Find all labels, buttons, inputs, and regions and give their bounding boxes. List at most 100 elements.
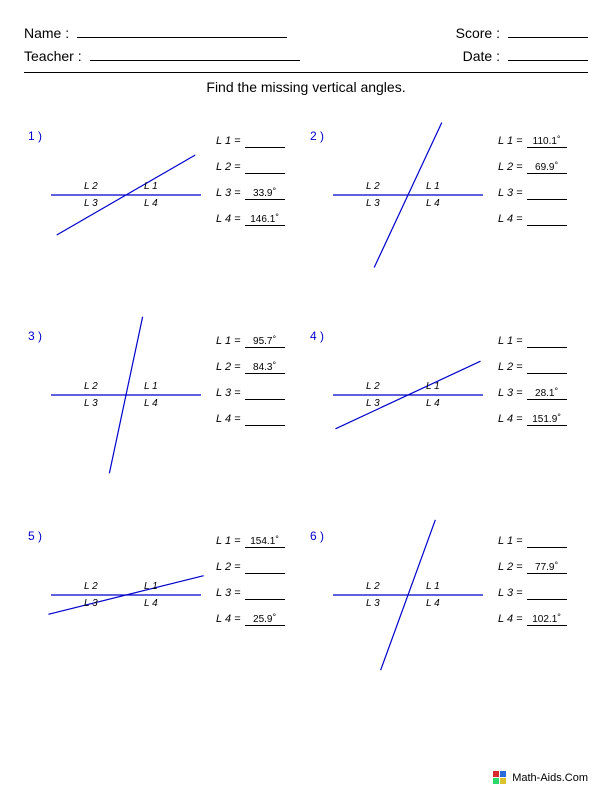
answer-row: L 2 = (216, 161, 285, 179)
answer-value[interactable]: 102.1 (527, 614, 567, 626)
answer-label: L 4 = (216, 213, 241, 225)
angle-label-l2: L 2 (366, 181, 380, 192)
angle-label-l3: L 3 (84, 198, 98, 209)
score-blank[interactable] (508, 24, 588, 38)
answer-value[interactable]: 33.9 (245, 188, 285, 200)
answer-value[interactable] (527, 588, 567, 600)
answer-label: L 4 = (216, 413, 241, 425)
answer-row: L 2 =69.9 (498, 161, 567, 179)
answer-label: L 3 = (216, 587, 241, 599)
answer-label: L 4 = (498, 413, 523, 425)
answer-row: L 3 = (216, 587, 285, 605)
date-blank[interactable] (508, 47, 588, 61)
angle-label-l3: L 3 (366, 598, 380, 609)
angle-label-l1: L 1 (144, 381, 158, 392)
answer-label: L 3 = (216, 387, 241, 399)
answer-value[interactable]: 25.9 (245, 614, 285, 626)
answer-value[interactable]: 146.1 (245, 214, 285, 226)
answer-label: L 4 = (216, 613, 241, 625)
problem-number: 6 ) (310, 529, 324, 543)
answer-value[interactable]: 69.9 (527, 162, 567, 174)
answer-label: L 3 = (498, 387, 523, 399)
teacher-blank[interactable] (90, 47, 300, 61)
angle-label-l3: L 3 (366, 398, 380, 409)
answer-value[interactable]: 28.1 (527, 388, 567, 400)
header-divider (24, 72, 588, 73)
answer-value[interactable] (245, 162, 285, 174)
answer-value[interactable]: 154.1 (245, 536, 285, 548)
answer-label: L 2 = (216, 361, 241, 373)
answers-block: L 1 = 110.1 L 2 =69.9 L 3 = L 4 = (498, 135, 567, 239)
answer-value[interactable] (245, 588, 285, 600)
answer-value[interactable] (245, 388, 285, 400)
answer-row: L 4 = (216, 413, 285, 431)
answer-value[interactable] (527, 362, 567, 374)
angle-label-l1: L 1 (426, 581, 440, 592)
answer-label: L 2 = (498, 361, 523, 373)
angle-label-l4: L 4 (426, 598, 440, 609)
answer-label: L 1 = (216, 535, 241, 547)
problems-grid: 1 )L 2L 1L 3L 4L 1 = L 2 = L 3 =33.9L 4 … (24, 105, 588, 705)
answer-value[interactable] (527, 536, 567, 548)
answer-label: L 1 = (498, 335, 523, 347)
answer-value[interactable]: 151.9 (527, 414, 567, 426)
answer-row: L 3 = 33.9 (216, 187, 285, 205)
angle-label-l4: L 4 (426, 198, 440, 209)
answer-row: L 4 = 25.9 (216, 613, 285, 631)
angle-label-l4: L 4 (144, 398, 158, 409)
answer-label: L 3 = (498, 587, 523, 599)
answer-label: L 1 = (216, 135, 241, 147)
answers-block: L 1 = L 2 = L 3 = 33.9 L 4 = 146.1 (216, 135, 285, 239)
problem: 3 )L 2L 1L 3L 4L 1 =95.7L 2 =84.3L 3 = L… (24, 305, 306, 505)
answer-value[interactable] (245, 562, 285, 574)
angle-label-l1: L 1 (144, 181, 158, 192)
angle-label-l2: L 2 (366, 581, 380, 592)
answers-block: L 1 = L 2 = L 3 = 28.1 L 4 = 151.9 (498, 335, 567, 439)
answer-value[interactable]: 110.1 (527, 136, 567, 148)
teacher-label: Teacher : (24, 48, 82, 64)
answer-value[interactable] (527, 188, 567, 200)
problem: 6 ) L 2 L 1 L 3 L 4 L 1 = L 2 = 77.9 L 3 = L 4 … (306, 505, 588, 705)
answer-row: L 3 = (498, 187, 567, 205)
answer-label: L 2 = (216, 561, 241, 573)
problem-number: 1 ) (28, 129, 42, 143)
date-label: Date : (463, 48, 500, 64)
answer-row: L 4 = 102.1 (498, 613, 567, 631)
angle-diagram: L 2L 1L 3L 4 (46, 115, 206, 275)
problem: 1 )L 2L 1L 3L 4L 1 = L 2 = L 3 =33.9L 4 … (24, 105, 306, 305)
answer-value[interactable] (527, 214, 567, 226)
answer-row: L 2 = 84.3 (216, 361, 285, 379)
angle-label-l2: L 2 (84, 581, 98, 592)
problem: 4 )L 2L 1L 3L 4L 1 = L 2 = L 3 =28.1L 4 … (306, 305, 588, 505)
score-label: Score : (456, 25, 500, 41)
footer-logo-icon (493, 771, 506, 784)
footer-text: Math-Aids.Com (512, 772, 588, 784)
name-blank[interactable] (77, 24, 287, 38)
angle-diagram: L 2L 1L 3L 4 (46, 315, 206, 475)
problem-number: 4 ) (310, 329, 324, 343)
footer: Math-Aids.Com (493, 771, 588, 784)
answer-row: L 1 =95.7 (216, 335, 285, 353)
answer-value[interactable] (245, 136, 285, 148)
answer-label: L 3 = (216, 187, 241, 199)
answer-value[interactable]: 77.9 (527, 562, 567, 574)
answer-label: L 4 = (498, 213, 523, 225)
answer-value[interactable]: 95.7 (245, 336, 285, 348)
answer-value[interactable] (245, 414, 285, 426)
answer-label: L 2 = (498, 561, 523, 573)
answer-label: L 1 = (498, 135, 523, 147)
answer-label: L 1 = (498, 535, 523, 547)
answer-row: L 3 = (216, 387, 285, 405)
answer-row: L 4 = 146.1 (216, 213, 285, 231)
answer-row: L 1 = (498, 535, 567, 553)
answer-row: L 1 = (498, 335, 567, 353)
answer-row: L 2 = (498, 361, 567, 379)
answer-row: L 3 = 28.1 (498, 387, 567, 405)
answer-row: L 4 = 151.9 (498, 413, 567, 431)
problem: 5 )L 2L 1L 3L 4L 1 =154.1L 2 = L 3 = L 4… (24, 505, 306, 705)
answer-value[interactable] (527, 336, 567, 348)
angle-diagram: L 2L 1L 3L 4 (328, 115, 488, 275)
answer-label: L 4 = (498, 613, 523, 625)
answers-block: L 1 =95.7 L 2 = 84.3 L 3 = L 4 = (216, 335, 285, 439)
answer-value[interactable]: 84.3 (245, 362, 285, 374)
